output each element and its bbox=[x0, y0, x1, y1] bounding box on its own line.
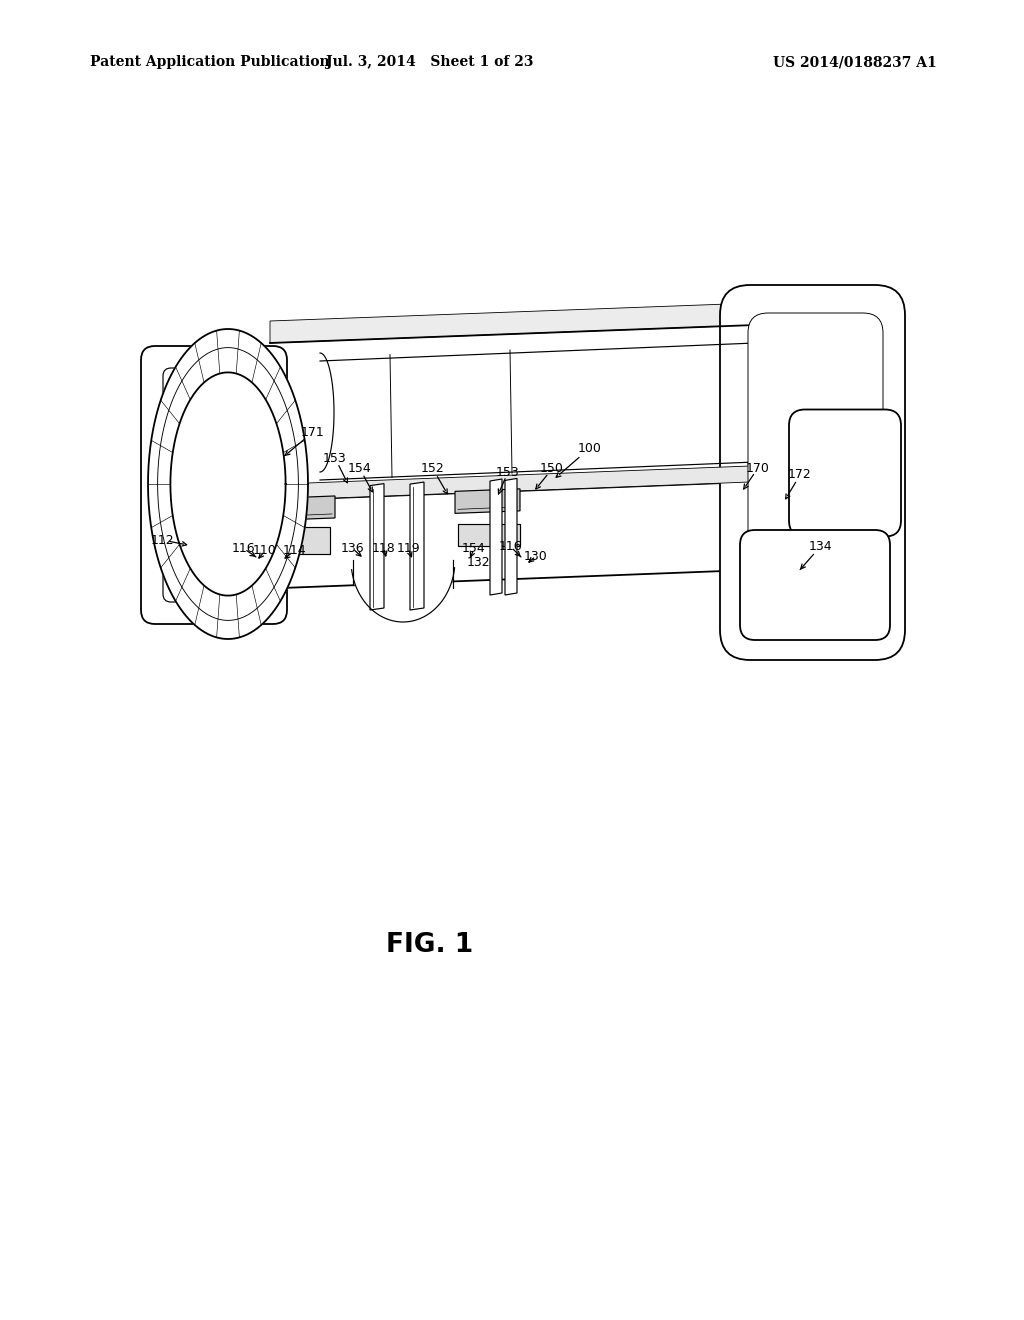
Text: 150: 150 bbox=[540, 462, 564, 475]
Polygon shape bbox=[270, 325, 755, 498]
Text: 153: 153 bbox=[324, 451, 347, 465]
Text: 114: 114 bbox=[283, 544, 306, 557]
Text: 134: 134 bbox=[808, 540, 831, 553]
Polygon shape bbox=[230, 482, 750, 590]
Polygon shape bbox=[458, 524, 520, 546]
Text: 153: 153 bbox=[496, 466, 520, 479]
Text: 172: 172 bbox=[788, 469, 812, 482]
Text: 112: 112 bbox=[151, 533, 174, 546]
Polygon shape bbox=[351, 560, 455, 622]
Text: 119: 119 bbox=[396, 541, 420, 554]
Text: 152: 152 bbox=[421, 462, 444, 475]
Polygon shape bbox=[270, 304, 755, 343]
Polygon shape bbox=[230, 466, 750, 502]
Polygon shape bbox=[148, 329, 308, 639]
Text: 116: 116 bbox=[231, 541, 255, 554]
Polygon shape bbox=[505, 478, 517, 595]
Text: US 2014/0188237 A1: US 2014/0188237 A1 bbox=[773, 55, 937, 69]
FancyBboxPatch shape bbox=[163, 368, 265, 602]
Text: 136: 136 bbox=[340, 541, 364, 554]
Polygon shape bbox=[767, 315, 783, 484]
Text: 154: 154 bbox=[348, 462, 372, 475]
Polygon shape bbox=[455, 488, 520, 513]
Text: 132: 132 bbox=[466, 556, 489, 569]
Text: Patent Application Publication: Patent Application Publication bbox=[90, 55, 330, 69]
Polygon shape bbox=[260, 496, 335, 521]
FancyBboxPatch shape bbox=[748, 313, 883, 632]
FancyBboxPatch shape bbox=[790, 409, 901, 536]
Text: 171: 171 bbox=[301, 425, 325, 438]
FancyBboxPatch shape bbox=[740, 531, 890, 640]
FancyBboxPatch shape bbox=[720, 285, 905, 660]
Polygon shape bbox=[410, 482, 424, 610]
Text: 110: 110 bbox=[253, 544, 276, 557]
Polygon shape bbox=[370, 483, 384, 610]
Text: Jul. 3, 2014   Sheet 1 of 23: Jul. 3, 2014 Sheet 1 of 23 bbox=[327, 55, 534, 69]
Bar bbox=[190, 502, 255, 531]
Text: 100: 100 bbox=[579, 441, 602, 454]
Polygon shape bbox=[170, 372, 286, 595]
Text: 130: 130 bbox=[524, 549, 548, 562]
FancyBboxPatch shape bbox=[141, 346, 287, 624]
Text: 116: 116 bbox=[499, 540, 522, 553]
Polygon shape bbox=[490, 479, 502, 595]
Bar bbox=[193, 348, 236, 362]
Polygon shape bbox=[253, 527, 330, 554]
Text: 154: 154 bbox=[462, 543, 485, 556]
Text: FIG. 1: FIG. 1 bbox=[386, 932, 474, 958]
Bar bbox=[190, 543, 255, 570]
Text: 118: 118 bbox=[372, 541, 396, 554]
Text: 170: 170 bbox=[746, 462, 770, 474]
